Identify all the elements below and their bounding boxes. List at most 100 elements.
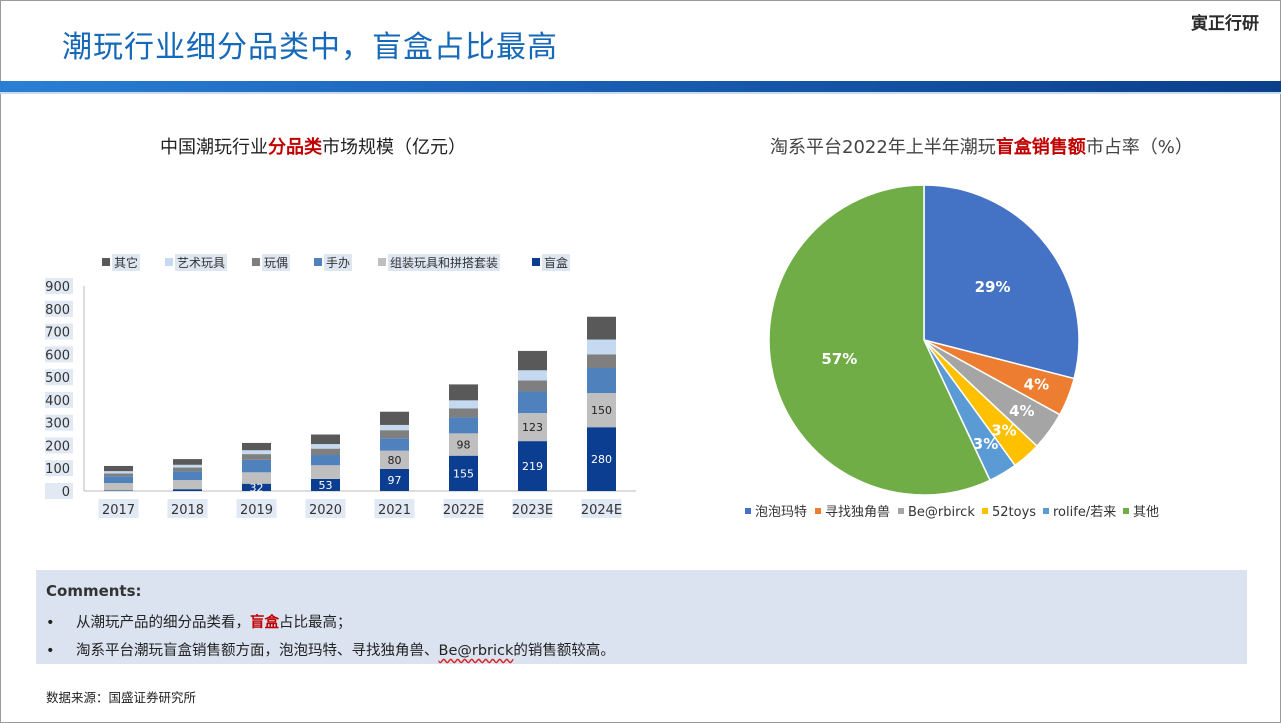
- x-tick-label-7: 2024E: [581, 503, 622, 518]
- bar-segment-0-1: [173, 489, 202, 491]
- pie-legend-swatch-3: [982, 508, 988, 514]
- comment-text-pre: 从潮玩产品的细分品类看，: [76, 615, 250, 631]
- legend-label-bg-5: [542, 254, 570, 271]
- legend-label-5: 盲盒: [544, 255, 568, 270]
- comment-text-post: 占比最高；: [279, 615, 352, 631]
- legend-label-bg-0: [112, 254, 140, 271]
- bar-segment-3-3: [311, 448, 340, 456]
- bar-chart-title: 中国潮玩行业分品类市场规模（亿元）: [160, 133, 466, 159]
- comment-item: • 淘系平台潮玩盲盒销售额方面，泡泡玛特、寻找独角兽、Be@rbrick的销售额较…: [46, 639, 615, 660]
- pie-data-label-5: 57%: [821, 350, 857, 368]
- bar-segment-4-6: [518, 370, 547, 381]
- page-title: 潮玩行业细分品类中，盲盒占比最高: [62, 30, 558, 65]
- y-tick-label-3: 300: [45, 417, 70, 432]
- y-tick-label-bg-4: [45, 391, 73, 408]
- comment-text-pre: 淘系平台潮玩盲盒销售额方面，泡泡玛特、寻找独角兽、: [76, 643, 439, 659]
- bar-data-label-0-6: 219: [522, 460, 543, 473]
- y-tick-label-4: 400: [45, 394, 70, 409]
- bar-data-label-0-7: 280: [591, 453, 612, 466]
- bar-segment-1-4: [380, 450, 409, 469]
- y-tick-label-8: 800: [45, 303, 70, 318]
- bar-data-label-0-3: 53: [319, 479, 333, 492]
- y-tick-label-bg-2: [45, 437, 73, 454]
- bar-segment-0-7: [587, 427, 616, 491]
- pie-legend-swatch-1: [815, 508, 821, 514]
- legend-label-bg-2: [262, 254, 290, 271]
- x-tick-label-bg-6: [512, 499, 553, 518]
- pie-data-label-3: 3%: [991, 422, 1016, 440]
- legend-label-bg-3: [324, 254, 352, 271]
- y-tick-label-7: 700: [45, 326, 70, 341]
- bar-segment-2-0: [104, 476, 133, 484]
- pie-legend-label-4: rolife/若来: [1053, 504, 1116, 520]
- comments-box: Comments: • 从潮玩产品的细分品类看，盲盒占比最高； • 淘系平台潮玩盲盒…: [36, 570, 1247, 664]
- y-tick-label-6: 600: [45, 348, 70, 363]
- y-tick-label-2: 200: [45, 439, 70, 454]
- pie-chart-title-highlight: 盲盒销售额: [995, 137, 1086, 158]
- bar-segment-1-3: [311, 465, 340, 479]
- x-tick-label-bg-2: [236, 499, 277, 518]
- comments-heading: Comments:: [46, 582, 142, 600]
- pie-legend-label-1: 寻找独角兽: [825, 505, 890, 520]
- bar-segment-0-3: [311, 478, 340, 491]
- pie-chart-title-post: 市占率（%）: [1085, 137, 1193, 158]
- pie-data-label-4: 3%: [973, 435, 998, 453]
- bar-chart-title-post: 市场规模（亿元）: [322, 137, 466, 158]
- bar-segment-3-6: [518, 380, 547, 392]
- x-tick-label-bg-7: [581, 499, 622, 518]
- x-tick-label-2: 2019: [240, 503, 273, 518]
- legend-label-0: 其它: [114, 255, 138, 270]
- y-tick-label-5: 500: [45, 371, 70, 386]
- x-tick-label-bg-3: [305, 499, 346, 518]
- x-tick-label-6: 2023E: [512, 503, 553, 518]
- y-tick-label-bg-3: [45, 414, 73, 431]
- bar-segment-5-7: [587, 316, 616, 340]
- bar-segment-4-4: [380, 424, 409, 431]
- bar-data-label-1-7: 150: [591, 404, 612, 417]
- bar-segment-2-6: [518, 391, 547, 414]
- bar-segment-1-0: [104, 483, 133, 491]
- bar-data-label-1-4: 80: [388, 454, 402, 467]
- y-tick-label-bg-7: [45, 323, 73, 340]
- bar-segment-5-4: [380, 411, 409, 425]
- bar-segment-5-3: [311, 434, 340, 445]
- bar-segment-4-3: [311, 444, 340, 449]
- pie-legend-label-3: 52toys: [992, 505, 1036, 520]
- bar-data-label-1-5: 98: [457, 439, 471, 452]
- header-divider-band: [0, 81, 1281, 92]
- bar-segment-4-2: [242, 450, 271, 455]
- pie-chart-title-pre: 淘系平台2022年上半年潮玩: [770, 137, 996, 158]
- bar-segment-5-2: [242, 442, 271, 451]
- y-tick-label-1: 100: [45, 462, 70, 477]
- x-tick-label-bg-1: [167, 499, 208, 518]
- bar-segment-5-6: [518, 350, 547, 371]
- legend-label-1: 艺术玩具: [177, 256, 225, 270]
- legend-label-bg-1: [175, 254, 227, 271]
- brand-logo-text: 寅正行研: [1191, 14, 1259, 34]
- bar-segment-1-1: [173, 480, 202, 490]
- legend-swatch-5: [532, 258, 540, 266]
- bar-segment-2-3: [311, 455, 340, 466]
- x-tick-label-0: 2017: [102, 503, 135, 518]
- bar-segment-1-5: [449, 433, 478, 456]
- bar-chart-title-pre: 中国潮玩行业: [160, 137, 268, 158]
- bar-data-label-0-2: 32: [250, 481, 264, 494]
- x-tick-label-1: 2018: [171, 503, 204, 518]
- bar-segment-4-1: [173, 464, 202, 468]
- bar-segment-3-2: [242, 454, 271, 460]
- bar-segment-2-4: [380, 438, 409, 451]
- pie-legend-swatch-5: [1123, 508, 1129, 514]
- y-tick-label-bg-5: [45, 369, 73, 386]
- bar-segment-5-5: [449, 384, 478, 401]
- legend-swatch-1: [165, 258, 173, 266]
- legend-label-bg-4: [388, 254, 500, 271]
- y-tick-label-0: 0: [62, 485, 70, 500]
- x-tick-label-bg-5: [443, 499, 484, 518]
- bullet-icon: •: [46, 643, 55, 659]
- bar-segment-5-1: [173, 459, 202, 465]
- y-tick-label-bg-6: [45, 346, 73, 363]
- bar-segment-0-2: [242, 483, 271, 491]
- pie-legend-swatch-4: [1043, 508, 1049, 514]
- header-divider-line: [0, 92, 1281, 94]
